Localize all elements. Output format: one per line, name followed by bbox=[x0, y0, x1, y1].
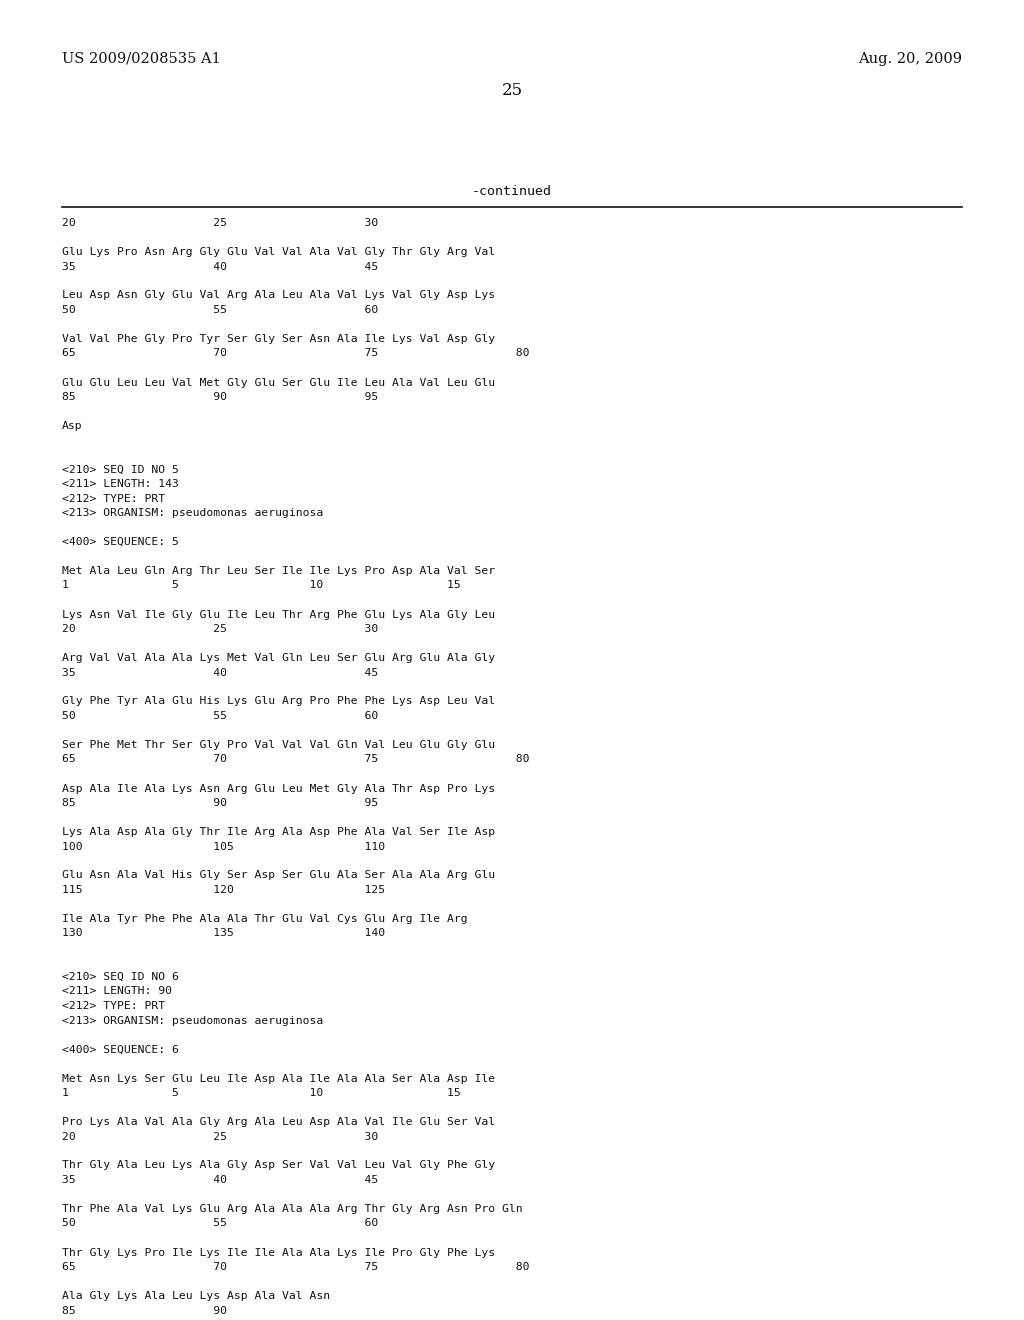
Text: 115                   120                   125: 115 120 125 bbox=[62, 884, 385, 895]
Text: Asp: Asp bbox=[62, 421, 83, 432]
Text: <211> LENGTH: 143: <211> LENGTH: 143 bbox=[62, 479, 179, 488]
Text: <212> TYPE: PRT: <212> TYPE: PRT bbox=[62, 1001, 165, 1011]
Text: Ala Gly Lys Ala Leu Lys Asp Ala Val Asn: Ala Gly Lys Ala Leu Lys Asp Ala Val Asn bbox=[62, 1291, 330, 1302]
Text: 35                    40                    45: 35 40 45 bbox=[62, 668, 378, 677]
Text: Ser Phe Met Thr Ser Gly Pro Val Val Val Gln Val Leu Glu Gly Glu: Ser Phe Met Thr Ser Gly Pro Val Val Val … bbox=[62, 741, 496, 750]
Text: Thr Phe Ala Val Lys Glu Arg Ala Ala Ala Arg Thr Gly Arg Asn Pro Gln: Thr Phe Ala Val Lys Glu Arg Ala Ala Ala … bbox=[62, 1204, 522, 1214]
Text: Asp Ala Ile Ala Lys Asn Arg Glu Leu Met Gly Ala Thr Asp Pro Lys: Asp Ala Ile Ala Lys Asn Arg Glu Leu Met … bbox=[62, 784, 496, 793]
Text: <400> SEQUENCE: 6: <400> SEQUENCE: 6 bbox=[62, 1044, 179, 1055]
Text: 1               5                   10                  15: 1 5 10 15 bbox=[62, 581, 461, 590]
Text: 20                    25                    30: 20 25 30 bbox=[62, 1131, 378, 1142]
Text: 130                   135                   140: 130 135 140 bbox=[62, 928, 385, 939]
Text: <213> ORGANISM: pseudomonas aeruginosa: <213> ORGANISM: pseudomonas aeruginosa bbox=[62, 1015, 324, 1026]
Text: -continued: -continued bbox=[472, 185, 552, 198]
Text: Gly Phe Tyr Ala Glu His Lys Glu Arg Pro Phe Phe Lys Asp Leu Val: Gly Phe Tyr Ala Glu His Lys Glu Arg Pro … bbox=[62, 697, 496, 706]
Text: 85                    90                    95: 85 90 95 bbox=[62, 392, 378, 403]
Text: <211> LENGTH: 90: <211> LENGTH: 90 bbox=[62, 986, 172, 997]
Text: 65                    70                    75                    80: 65 70 75 80 bbox=[62, 348, 529, 359]
Text: Lys Ala Asp Ala Gly Thr Ile Arg Ala Asp Phe Ala Val Ser Ile Asp: Lys Ala Asp Ala Gly Thr Ile Arg Ala Asp … bbox=[62, 828, 496, 837]
Text: Lys Asn Val Ile Gly Glu Ile Leu Thr Arg Phe Glu Lys Ala Gly Leu: Lys Asn Val Ile Gly Glu Ile Leu Thr Arg … bbox=[62, 610, 496, 619]
Text: Met Asn Lys Ser Glu Leu Ile Asp Ala Ile Ala Ala Ser Ala Asp Ile: Met Asn Lys Ser Glu Leu Ile Asp Ala Ile … bbox=[62, 1073, 496, 1084]
Text: Glu Asn Ala Val His Gly Ser Asp Ser Glu Ala Ser Ala Ala Arg Glu: Glu Asn Ala Val His Gly Ser Asp Ser Glu … bbox=[62, 870, 496, 880]
Text: Leu Asp Asn Gly Glu Val Arg Ala Leu Ala Val Lys Val Gly Asp Lys: Leu Asp Asn Gly Glu Val Arg Ala Leu Ala … bbox=[62, 290, 496, 301]
Text: Arg Val Val Ala Ala Lys Met Val Gln Leu Ser Glu Arg Glu Ala Gly: Arg Val Val Ala Ala Lys Met Val Gln Leu … bbox=[62, 653, 496, 663]
Text: US 2009/0208535 A1: US 2009/0208535 A1 bbox=[62, 51, 221, 66]
Text: Met Ala Leu Gln Arg Thr Leu Ser Ile Ile Lys Pro Asp Ala Val Ser: Met Ala Leu Gln Arg Thr Leu Ser Ile Ile … bbox=[62, 566, 496, 576]
Text: <212> TYPE: PRT: <212> TYPE: PRT bbox=[62, 494, 165, 503]
Text: 65                    70                    75                    80: 65 70 75 80 bbox=[62, 1262, 529, 1272]
Text: Thr Gly Lys Pro Ile Lys Ile Ile Ala Ala Lys Ile Pro Gly Phe Lys: Thr Gly Lys Pro Ile Lys Ile Ile Ala Ala … bbox=[62, 1247, 496, 1258]
Text: Ile Ala Tyr Phe Phe Ala Ala Thr Glu Val Cys Glu Arg Ile Arg: Ile Ala Tyr Phe Phe Ala Ala Thr Glu Val … bbox=[62, 913, 468, 924]
Text: 50                    55                    60: 50 55 60 bbox=[62, 305, 378, 315]
Text: Glu Lys Pro Asn Arg Gly Glu Val Val Ala Val Gly Thr Gly Arg Val: Glu Lys Pro Asn Arg Gly Glu Val Val Ala … bbox=[62, 247, 496, 257]
Text: 1               5                   10                  15: 1 5 10 15 bbox=[62, 1088, 461, 1098]
Text: 20                    25                    30: 20 25 30 bbox=[62, 218, 378, 228]
Text: 25: 25 bbox=[502, 82, 522, 99]
Text: 35                    40                    45: 35 40 45 bbox=[62, 261, 378, 272]
Text: Val Val Phe Gly Pro Tyr Ser Gly Ser Asn Ala Ile Lys Val Asp Gly: Val Val Phe Gly Pro Tyr Ser Gly Ser Asn … bbox=[62, 334, 496, 345]
Text: <213> ORGANISM: pseudomonas aeruginosa: <213> ORGANISM: pseudomonas aeruginosa bbox=[62, 508, 324, 517]
Text: <400> SEQUENCE: 5: <400> SEQUENCE: 5 bbox=[62, 537, 179, 546]
Text: 50                    55                    60: 50 55 60 bbox=[62, 1218, 378, 1229]
Text: Thr Gly Ala Leu Lys Ala Gly Asp Ser Val Val Leu Val Gly Phe Gly: Thr Gly Ala Leu Lys Ala Gly Asp Ser Val … bbox=[62, 1160, 496, 1171]
Text: <210> SEQ ID NO 5: <210> SEQ ID NO 5 bbox=[62, 465, 179, 474]
Text: Aug. 20, 2009: Aug. 20, 2009 bbox=[858, 51, 962, 66]
Text: 50                    55                    60: 50 55 60 bbox=[62, 711, 378, 721]
Text: <210> SEQ ID NO 6: <210> SEQ ID NO 6 bbox=[62, 972, 179, 982]
Text: 35                    40                    45: 35 40 45 bbox=[62, 1175, 378, 1185]
Text: 85                    90                    95: 85 90 95 bbox=[62, 799, 378, 808]
Text: 100                   105                   110: 100 105 110 bbox=[62, 842, 385, 851]
Text: 65                    70                    75                    80: 65 70 75 80 bbox=[62, 755, 529, 764]
Text: Glu Glu Leu Leu Val Met Gly Glu Ser Glu Ile Leu Ala Val Leu Glu: Glu Glu Leu Leu Val Met Gly Glu Ser Glu … bbox=[62, 378, 496, 388]
Text: 20                    25                    30: 20 25 30 bbox=[62, 624, 378, 634]
Text: Pro Lys Ala Val Ala Gly Arg Ala Leu Asp Ala Val Ile Glu Ser Val: Pro Lys Ala Val Ala Gly Arg Ala Leu Asp … bbox=[62, 1117, 496, 1127]
Text: 85                    90: 85 90 bbox=[62, 1305, 227, 1316]
